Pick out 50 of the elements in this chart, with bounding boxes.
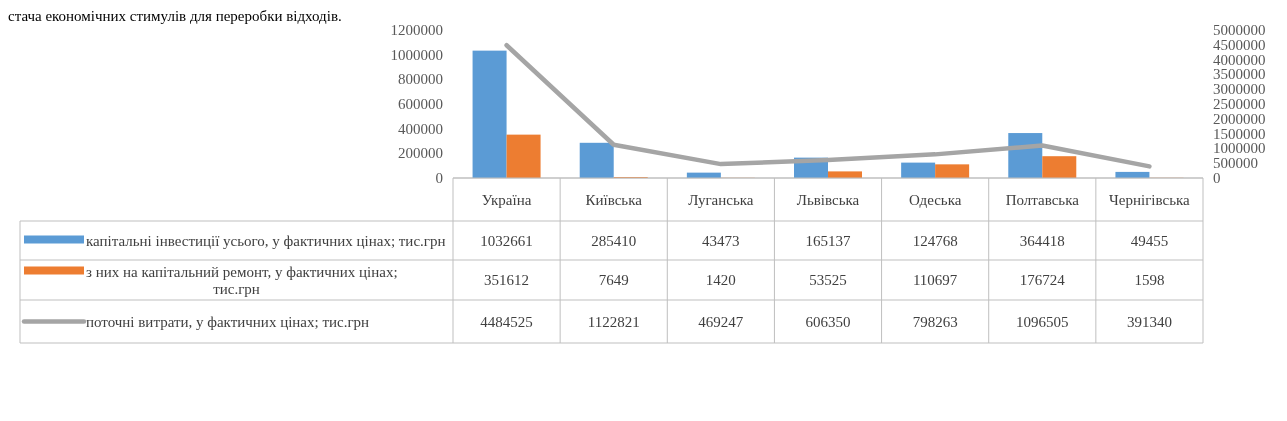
y-tick-label: 800000 [398,71,443,88]
y2-tick-label: 3000000 [1213,81,1266,98]
y-tick-label: 400000 [398,120,443,137]
y2-tick-label: 4000000 [1213,51,1266,68]
data-label: 124768 [912,232,958,249]
y2-tick-label: 5000000 [1213,22,1266,38]
data-label: 798263 [912,313,958,330]
data-label: 7649 [598,272,629,288]
data-label: 351612 [484,272,530,288]
x-tick-label: Київська [585,191,643,208]
y2-tick-label: 0 [1213,170,1221,186]
data-label: 606350 [805,313,851,330]
x-tick-label: Львівська [796,191,860,208]
x-tick-label: Чернігівська [1109,191,1191,208]
y-tick-label: 0 [435,170,443,186]
y2-tick-label: 4500000 [1213,36,1266,53]
legend-label: поточні витрати, у фактичних цінах; тис.грн [86,313,370,330]
data-label: 391340 [1126,313,1172,330]
data-label: 110697 [912,272,958,288]
data-label: 176724 [1019,272,1066,288]
y2-tick-label: 500000 [1213,155,1258,172]
legend-label: капітальні інвестиції усього, у фактичних цінах; тис.грн [86,232,446,249]
x-tick-label: Полтавська [1005,191,1080,208]
data-label: 1032661 [480,232,533,249]
data-label: 285410 [591,232,637,249]
y-tick-label: 600000 [398,96,443,112]
y2-tick-label: 2500000 [1213,96,1266,112]
y2-tick-label: 1000000 [1213,140,1266,157]
y-tick-label: 200000 [398,145,443,162]
y-tick-label: 1000000 [390,46,443,63]
y-tick-label: 1200000 [390,22,443,38]
data-label: 43473 [702,232,740,249]
data-label: 53525 [809,272,847,288]
x-tick-label: Україна [481,191,532,208]
data-label: 1122821 [587,313,640,330]
y2-tick-label: 1500000 [1213,125,1266,142]
data-label: 4484525 [480,313,533,330]
data-label: 364418 [1019,232,1065,249]
y2-tick-label: 2000000 [1213,110,1266,127]
data-label: 469247 [698,313,744,330]
data-label: 1598 [1134,272,1165,288]
y2-tick-label: 3500000 [1213,66,1266,83]
data-label: 49455 [1130,232,1169,249]
data-label: 165137 [805,232,851,249]
legend-label: з них на капітальний ремонт, у фактичних цінах; тис.грн [86,263,398,297]
data-label: 1420 [705,272,736,288]
text: стача економічних стимулів для переробки відходів. [8,8,342,24]
x-tick-label: Одеська [908,191,962,208]
x-tick-label: Луганська [688,191,754,208]
data-label: 1096505 [1016,313,1069,330]
